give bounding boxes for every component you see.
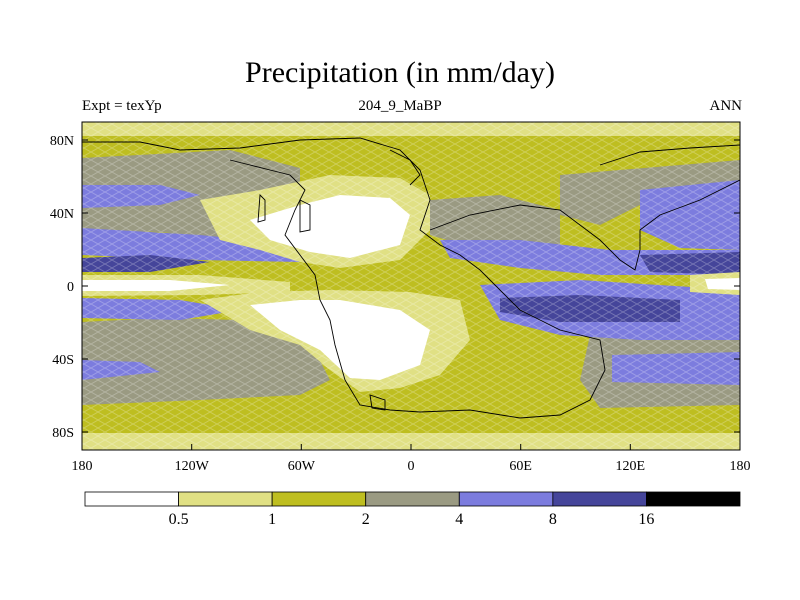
experiment-label: Expt = texYp — [82, 98, 162, 114]
lat-label-80s: 80S — [52, 426, 74, 441]
colorbar-level-label: 2 — [362, 511, 370, 528]
lon-label-0: 0 — [408, 459, 415, 474]
lat-label-40n: 40N — [50, 207, 74, 222]
coastlines — [82, 137, 740, 419]
lat-label-0: 0 — [67, 280, 74, 295]
colorbar-swatch — [365, 491, 460, 507]
lon-label-120w: 120W — [175, 459, 210, 474]
map-title: Precipitation (in mm/day) — [245, 56, 555, 89]
lat-label-40s: 40S — [52, 353, 74, 368]
period-label: 204_9_MaBP — [358, 98, 442, 114]
colorbar-swatch — [178, 491, 273, 507]
lon-label-120e: 120E — [616, 459, 646, 474]
colorbar-level-label: 8 — [549, 511, 557, 528]
colorbar-level-label: 4 — [455, 511, 463, 528]
colorbar-level-label: 0.5 — [169, 511, 189, 528]
lon-tick-marks — [81, 444, 741, 450]
precipitation-field — [82, 122, 740, 450]
season-label: ANN — [709, 98, 743, 114]
colorbar-labels: 0.5 1 2 4 8 16 — [169, 511, 655, 528]
colorbar-swatch — [84, 491, 179, 507]
lon-label-180w: 180 — [72, 459, 93, 474]
lon-label-180e: 180 — [730, 459, 751, 474]
colorbar-level-label: 16 — [638, 511, 654, 528]
lon-label-60e: 60E — [509, 459, 532, 474]
lon-label-60w: 60W — [288, 459, 316, 474]
lat-label-80n: 80N — [50, 134, 74, 149]
lat-tick-marks — [82, 139, 740, 433]
colorbar-swatch — [552, 491, 647, 507]
colorbar-swatch — [271, 491, 367, 507]
colorbar-swatch — [646, 491, 741, 507]
colorbar-level-label: 1 — [268, 511, 276, 528]
colorbar-swatch — [458, 491, 554, 507]
contour-texture — [82, 122, 740, 450]
colorbar — [84, 491, 741, 507]
